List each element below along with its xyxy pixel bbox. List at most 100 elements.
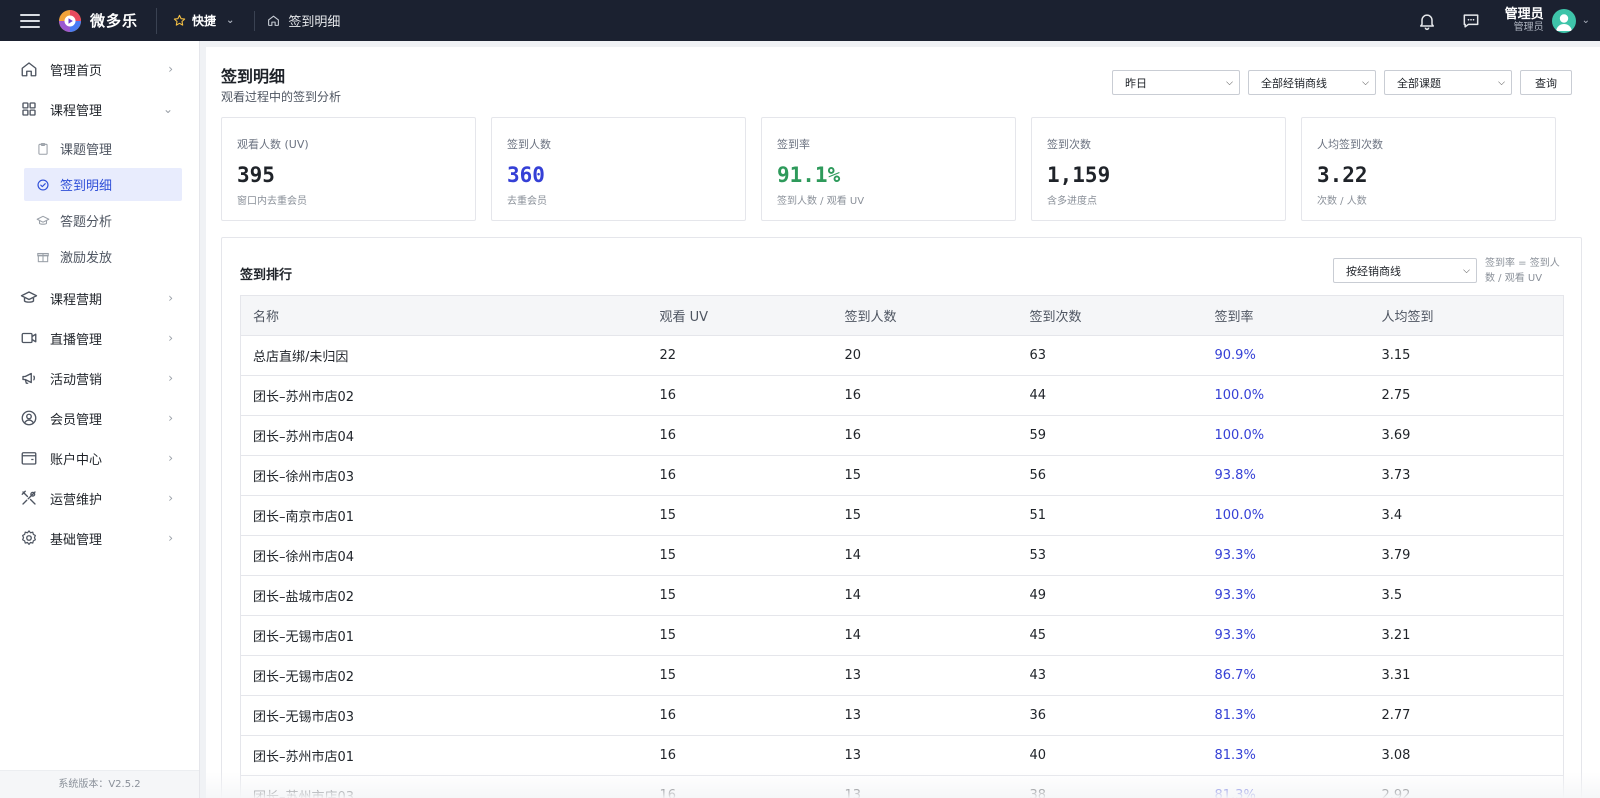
table-row[interactable]: 团长–徐州市店04 15 14 53 93.3% 3.79: [240, 535, 1564, 576]
sidebar-item-members[interactable]: 会员管理 ›: [0, 398, 199, 438]
table-cell: 20: [832, 335, 1018, 376]
table-row[interactable]: 团长–南京市店01 15 15 51 100.0% 3.4: [240, 495, 1564, 536]
distributor-select[interactable]: 全部经销商线 ⌵: [1248, 70, 1376, 95]
chevron-down-icon: ⌵: [1362, 77, 1369, 88]
sidebar-subitem-label: 签到明细: [60, 179, 113, 194]
table-cell: 16: [647, 455, 833, 496]
quick-access-dropdown[interactable]: 快捷 ⌄: [173, 12, 234, 29]
main-content: 签到明细 观看过程中的签到分析 昨日 ⌵ 全部经销商线 ⌵ 全部课题 ⌵ 查询 …: [206, 47, 1600, 798]
table-row[interactable]: 团长–无锡市店03 16 13 36 81.3% 2.77: [240, 695, 1564, 736]
table-cell: 3.31: [1369, 655, 1564, 696]
stat-cards: 观看人数 (UV) 395 窗口内去重会员 签到人数 360 去重会员 签到率 91.1% 签到…: [221, 117, 1556, 221]
sidebar-item-label: 运营维护: [50, 492, 103, 508]
table-cell: 15: [832, 455, 1018, 496]
table-cell: 81.3%: [1202, 735, 1370, 776]
home-icon: [268, 15, 280, 26]
table-cell: 16: [647, 735, 833, 776]
table-cell: 总店直绑/未归因: [240, 335, 648, 376]
column-header[interactable]: 签到次数: [1017, 295, 1203, 336]
graduation-cap-icon: [20, 291, 38, 303]
chevron-right-icon: ›: [168, 531, 173, 545]
sidebar-subitem-incentive[interactable]: 激励发放: [24, 240, 182, 273]
table-row[interactable]: 团长–苏州市店04 16 16 59 100.0% 3.69: [240, 415, 1564, 456]
sidebar-subitem-answer-analysis[interactable]: 答题分析: [24, 204, 182, 237]
sidebar-item-operations[interactable]: 运营维护 ›: [0, 478, 199, 518]
table-body: 总店直绑/未归因 22 20 63 90.9% 3.15 团长–苏州市店02 16 16 44 10…: [240, 335, 1564, 798]
column-header[interactable]: 观看 UV: [647, 295, 833, 336]
table-cell: 3.21: [1369, 615, 1564, 656]
table-cell: 38: [1017, 775, 1203, 798]
stat-value: 1,159: [1047, 163, 1111, 187]
sidebar-item-course-management[interactable]: 课程管理 ⌄: [0, 89, 199, 129]
date-range-select[interactable]: 昨日 ⌵: [1112, 70, 1240, 95]
sidebar-subitem-signin-detail[interactable]: 签到明细: [24, 168, 182, 201]
query-button[interactable]: 查询: [1520, 70, 1572, 95]
table-row[interactable]: 总店直绑/未归因 22 20 63 90.9% 3.15: [240, 335, 1564, 376]
table-header-row: 名称 观看 UV 签到人数 签到次数 签到率 人均签到: [240, 295, 1564, 336]
chevron-right-icon: ›: [168, 62, 173, 76]
column-header[interactable]: 人均签到: [1369, 295, 1564, 336]
select-value: 全部课题: [1397, 76, 1441, 90]
chevron-down-icon: ⌄: [162, 102, 173, 116]
table-row[interactable]: 团长–盐城市店02 15 14 49 93.3% 3.5: [240, 575, 1564, 616]
sidebar-item-account[interactable]: 账户中心 ›: [0, 438, 199, 478]
table-cell: 团长–徐州市店04: [240, 535, 648, 576]
table-row[interactable]: 团长–苏州市店02 16 16 44 100.0% 2.75: [240, 375, 1564, 416]
sidebar-item-marketing[interactable]: 活动营销 ›: [0, 358, 199, 398]
clipboard-icon: [38, 142, 48, 155]
table-cell: 16: [832, 415, 1018, 456]
menu-toggle-icon[interactable]: [20, 13, 40, 28]
column-header[interactable]: 签到率: [1202, 295, 1370, 336]
table-row[interactable]: 团长–苏州市店01 16 13 40 81.3% 3.08: [240, 735, 1564, 776]
table-cell: 22: [647, 335, 833, 376]
stat-label: 观看人数 (UV): [237, 138, 309, 151]
table-cell: 团长–苏州市店03: [240, 775, 648, 798]
chevron-down-icon[interactable]: ⌄: [1581, 15, 1590, 26]
table-cell: 团长–南京市店01: [240, 495, 648, 536]
chat-icon[interactable]: [1461, 11, 1481, 31]
avatar[interactable]: [1551, 8, 1576, 33]
table-cell: 53: [1017, 535, 1203, 576]
filter-bar: 昨日 ⌵ 全部经销商线 ⌵ 全部课题 ⌵ 查询: [1112, 70, 1572, 95]
stat-label: 签到率: [777, 138, 810, 151]
sidebar-item-label: 会员管理: [50, 412, 103, 428]
top-bar: 微多乐 快捷 ⌄ 签到明细 管理员 管理员 ⌄: [0, 0, 1600, 41]
table-row[interactable]: 团长–徐州市店03 16 15 56 93.8% 3.73: [240, 455, 1564, 496]
check-circle-icon: [37, 178, 49, 191]
table-cell: 100.0%: [1202, 375, 1370, 416]
table-cell: 14: [832, 535, 1018, 576]
table-cell: 13: [832, 775, 1018, 798]
sidebar-subitem-topic-management[interactable]: 课题管理: [24, 132, 182, 165]
table-row[interactable]: 团长–无锡市店01 15 14 45 93.3% 3.21: [240, 615, 1564, 656]
column-header[interactable]: 签到人数: [832, 295, 1018, 336]
stat-value: 91.1%: [777, 163, 841, 187]
user-role: 管理员: [1513, 22, 1544, 33]
select-value: 按经销商线: [1346, 264, 1401, 278]
sidebar-subitem-label: 课题管理: [60, 143, 113, 158]
table-cell: 16: [647, 375, 833, 416]
table-cell: 93.3%: [1202, 615, 1370, 656]
sidebar-item-home[interactable]: 管理首页 ›: [0, 49, 199, 89]
stat-card: 人均签到次数 3.22 次数 / 人数: [1301, 117, 1556, 221]
tools-icon: [21, 490, 36, 505]
bell-icon[interactable]: [1417, 11, 1437, 31]
sidebar-subitem-label: 激励发放: [60, 251, 113, 266]
chevron-right-icon: ›: [168, 371, 173, 385]
column-header[interactable]: 名称: [240, 295, 648, 336]
sidebar-item-course-camp[interactable]: 课程营期 ›: [0, 278, 199, 318]
table-row[interactable]: 团长–苏州市店03 16 13 38 81.3% 2.92: [240, 775, 1564, 798]
topic-select[interactable]: 全部课题 ⌵: [1384, 70, 1512, 95]
user-info[interactable]: 管理员 管理员: [1505, 7, 1544, 34]
sidebar-item-live[interactable]: 直播管理 ›: [0, 318, 199, 358]
table-row[interactable]: 团长–无锡市店02 15 13 43 86.7% 3.31: [240, 655, 1564, 696]
group-by-select[interactable]: 按经销商线 ⌵: [1333, 258, 1477, 283]
video-camera-icon: [21, 332, 37, 344]
breadcrumb-current[interactable]: 签到明细: [288, 15, 341, 30]
sidebar-item-label: 课程管理: [50, 103, 103, 119]
sidebar-item-basic[interactable]: 基础管理 ›: [0, 518, 199, 558]
table-cell: 81.3%: [1202, 695, 1370, 736]
table-cell: 团长–无锡市店02: [240, 655, 648, 696]
stat-label: 人均签到次数: [1317, 138, 1383, 151]
stat-value: 360: [507, 163, 545, 187]
table-cell: 2.77: [1369, 695, 1564, 736]
